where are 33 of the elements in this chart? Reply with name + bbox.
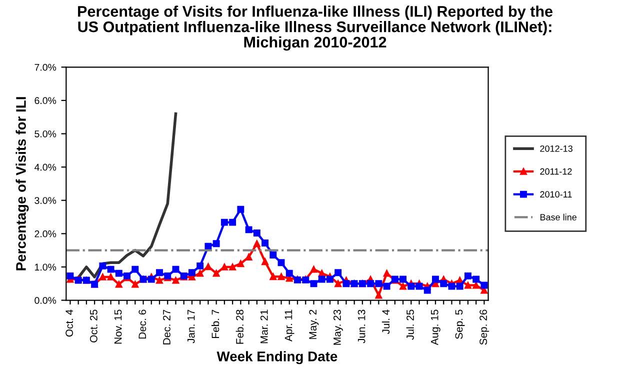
y-tick-label: 6.0%	[34, 97, 56, 104]
y-tick-label: 1.0%	[35, 264, 56, 271]
x-tick-label: Dec. 6	[138, 310, 146, 339]
x-tick-label: Apr. 11	[284, 310, 294, 342]
x-tick-label: Nov. 15	[114, 310, 122, 344]
x-tick-label: Oct. 25	[90, 310, 98, 342]
x-tick-label: Sep. 26	[480, 310, 490, 345]
x-tick-label: Sep. 5	[455, 310, 465, 339]
y-tick-label: 7.0%	[34, 64, 56, 71]
x-tick-label: Aug. 15	[431, 310, 440, 346]
x-tick-label: Jan. 17	[187, 310, 195, 344]
x-tick-label: Jun. 13	[358, 310, 366, 344]
x-tick-label: Mar. 21	[260, 310, 268, 344]
x-tick-label: Jul. 4	[382, 310, 390, 334]
y-axis-title: Percentage of Visits for ILI	[16, 97, 29, 270]
x-tick-label: Jul. 25	[406, 310, 414, 340]
y-tick-label: 2.0%	[34, 230, 56, 238]
x-tick-label: Dec. 27	[163, 310, 170, 344]
y-tick-label: 0.0%	[34, 297, 56, 304]
y-tick-label: 4.0%	[34, 164, 56, 171]
legend-label: 2011-12	[540, 168, 572, 175]
x-tick-label: Feb. 28	[236, 310, 244, 344]
x-tick-label: May. 23	[334, 310, 343, 345]
chart-title: Percentage of Visits for Influenza-like Illness (ILI) Reported by the US Outpatient Influenza-like Illness Surveillance Network (ILINet): Michigan 2010-2012	[78, 6, 552, 51]
legend-label: 2010-11	[540, 191, 572, 198]
legend-label: 2012-13	[540, 145, 572, 152]
x-tick-label: Feb. 7	[211, 310, 220, 338]
x-axis-title: Week Ending Date	[216, 351, 338, 364]
y-tick-label: 3.0%	[34, 197, 56, 204]
x-tick-label: May. 2	[309, 310, 319, 339]
legend-label: Base line	[540, 214, 576, 220]
x-tick-label: Oct. 4	[66, 310, 74, 337]
y-tick-label: 5.0%	[34, 130, 56, 138]
